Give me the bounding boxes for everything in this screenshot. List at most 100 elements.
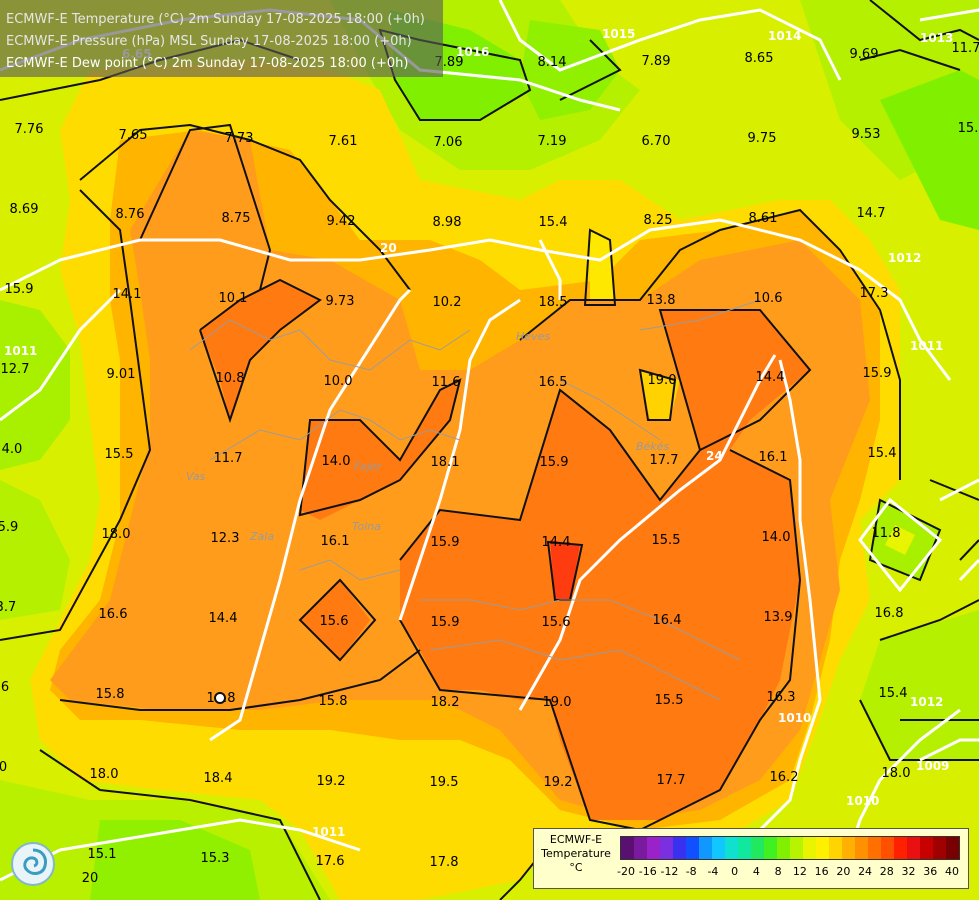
dewpoint-value-label: 14.0 <box>322 454 351 469</box>
legend-swatch <box>803 837 816 859</box>
dewpoint-value-label: 5.9 <box>0 520 18 535</box>
legend-swatch <box>881 837 894 859</box>
legend-title-line-3: °C <box>569 861 583 874</box>
legend-swatch <box>920 837 933 859</box>
dewpoint-value-label: 15.1 <box>88 847 117 862</box>
dewpoint-value-label: 8.25 <box>644 213 673 228</box>
isobar-label: 1012 <box>910 695 943 709</box>
legend-title-line-2: Temperature <box>541 847 611 860</box>
region-name-label: Vas <box>186 470 206 483</box>
legend-ticks: -20 -16 -12 -8 -4 0 4 8 12 16 20 24 28 32 36 40 <box>617 865 964 879</box>
dewpoint-value-label: 8.76 <box>116 207 145 222</box>
dewpoint-value-label: 9.42 <box>327 214 356 229</box>
isobar-label: 20 <box>380 241 397 255</box>
dewpoint-value-label: 13.9 <box>764 610 793 625</box>
dewpoint-value-label: 14.7 <box>857 206 886 221</box>
layer-panel: ECMWF-E Temperature (°C) 2m Sunday 17-08… <box>0 0 443 77</box>
dewpoint-value-label: 15.5 <box>652 533 681 548</box>
layer-pressure[interactable]: ECMWF-E Pressure (hPa) MSL Sunday 17-08-… <box>6 34 412 49</box>
isobar-label: 1014 <box>768 29 801 43</box>
legend-swatch <box>933 837 946 859</box>
dewpoint-value-label: 10.0 <box>324 374 353 389</box>
dewpoint-value-label: 12.3 <box>211 531 240 546</box>
isobar-label: 1015 <box>602 27 635 41</box>
legend-swatch <box>790 837 803 859</box>
region-name-label: Békés <box>636 440 669 453</box>
layer-dewpoint[interactable]: ECMWF-E Dew point (°C) 2m Sunday 17-08-2… <box>6 56 409 71</box>
dewpoint-value-label: 8.65 <box>745 51 774 66</box>
dewpoint-value-label: 15.8 <box>96 687 125 702</box>
dewpoint-value-label: 15.4 <box>868 446 897 461</box>
legend-swatch <box>699 837 712 859</box>
dewpoint-value-label: 9.01 <box>107 367 136 382</box>
ecmwf-logo-icon <box>11 842 55 886</box>
dewpoint-value-label: 16.8 <box>875 606 904 621</box>
region-name-label: Fejér <box>354 460 383 473</box>
dewpoint-value-label: 19.0 <box>543 695 572 710</box>
dewpoint-value-label: 12.7 <box>1 362 30 377</box>
legend-swatch <box>764 837 777 859</box>
dewpoint-value-label: 8.61 <box>749 211 778 226</box>
legend-tick-label: -20 <box>617 865 635 878</box>
dewpoint-value-label: 19.2 <box>544 775 573 790</box>
region-name-label: Zala <box>249 530 274 543</box>
station-marker <box>214 692 226 704</box>
legend-tick-label: 36 <box>923 865 938 878</box>
dewpoint-value-label: 10.2 <box>433 295 462 310</box>
region-labels: Vas Zala Tolna Heves Békés Fejér <box>186 330 669 543</box>
legend-swatch <box>829 837 842 859</box>
dewpoint-value-label: 18.0 <box>90 767 119 782</box>
dewpoint-value-label: 15.9 <box>863 366 892 381</box>
dewpoint-value-label: 15.4 <box>539 215 568 230</box>
dewpoint-value-label: 0 <box>0 760 7 775</box>
legend-tick-label: 24 <box>858 865 873 878</box>
legend-tick-label: 8 <box>774 865 782 878</box>
legend-swatch <box>816 837 829 859</box>
dewpoint-value-label: 15.9 <box>431 535 460 550</box>
dewpoint-value-label: 18.5 <box>539 295 568 310</box>
legend-swatch <box>894 837 907 859</box>
legend-tick-label: 32 <box>901 865 916 878</box>
dewpoint-value-label: 9.73 <box>326 294 355 309</box>
dewpoint-values: 7.89 8.14 7.89 8.65 9.69 11.77.76 7.65 7.73 7.61… <box>0 41 979 886</box>
dewpoint-value-label: 20 <box>82 871 99 886</box>
dewpoint-value-label: 15.9 <box>5 282 34 297</box>
dewpoint-value-label: 10.1 <box>219 291 248 306</box>
legend-tick-label: -4 <box>707 865 719 878</box>
dewpoint-value-label: 16.5 <box>539 375 568 390</box>
legend-swatch <box>634 837 647 859</box>
legend-swatch <box>751 837 764 859</box>
isobar-label: 24 <box>706 449 723 463</box>
dewpoint-value-label: 15.8 <box>319 694 348 709</box>
legend-title: ECMWF-E Temperature °C <box>538 833 614 875</box>
dewpoint-value-label: 8.75 <box>222 211 251 226</box>
dewpoint-value-label: 14.0 <box>762 530 791 545</box>
layer-temperature[interactable]: ECMWF-E Temperature (°C) 2m Sunday 17-08… <box>6 12 425 27</box>
legend-tick-label: 40 <box>945 865 959 878</box>
dewpoint-value-label: 14.1 <box>113 287 142 302</box>
dewpoint-value-label: 15.5 <box>655 693 684 708</box>
dewpoint-value-label: 17.8 <box>430 855 459 870</box>
region-name-label: Tolna <box>352 520 381 533</box>
region-name-label: Heves <box>516 330 550 343</box>
legend-swatch <box>647 837 660 859</box>
isobar-label: 1010 <box>778 711 811 725</box>
dewpoint-value-label: 10.8 <box>216 371 245 386</box>
dewpoint-value-label: 15.4 <box>879 686 908 701</box>
isobar-labels: 1016 1015 1014 1013 1012 1011 1011 1010 1010 1009… <box>4 27 953 839</box>
dewpoint-value-label: 19.2 <box>317 774 346 789</box>
isobar-label: 1011 <box>312 825 345 839</box>
legend-tick-label: 12 <box>792 865 807 878</box>
dewpoint-value-label: 9.69 <box>850 47 879 62</box>
dewpoint-value-label: 4.0 <box>2 442 23 457</box>
legend-color-bar <box>620 836 960 860</box>
dewpoint-value-label: 8.98 <box>433 215 462 230</box>
legend-title-line-1: ECMWF-E <box>549 833 603 846</box>
legend-swatch <box>777 837 790 859</box>
dewpoint-value-label: 13.8 <box>647 293 676 308</box>
dewpoint-value-label: 7.76 <box>15 122 44 137</box>
dewpoint-value-label: 19.5 <box>430 775 459 790</box>
legend-swatch <box>738 837 751 859</box>
